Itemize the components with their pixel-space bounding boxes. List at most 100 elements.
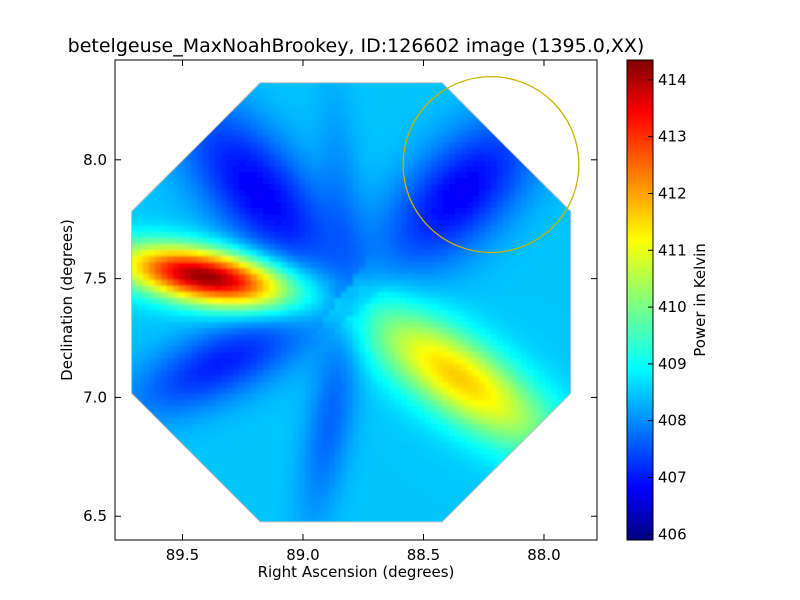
heat-cell — [515, 148, 522, 155]
heat-cell — [347, 370, 354, 377]
heat-cell — [377, 58, 384, 65]
heat-cell — [509, 292, 516, 299]
heat-cell — [503, 64, 510, 71]
heat-cell — [149, 160, 156, 167]
heat-cell — [485, 274, 492, 281]
heat-cell — [503, 94, 510, 101]
heat-cell — [161, 226, 168, 233]
heat-cell — [113, 214, 120, 221]
heat-cell — [425, 130, 432, 137]
heat-cell — [137, 298, 144, 305]
heat-cell — [473, 130, 480, 137]
heat-cell — [221, 232, 228, 239]
heat-cell — [299, 112, 306, 119]
heat-cell — [305, 214, 312, 221]
heat-cell — [383, 382, 390, 389]
heat-cell — [263, 82, 270, 89]
heat-cell — [191, 172, 198, 179]
heat-cell — [305, 100, 312, 107]
heat-cell — [203, 184, 210, 191]
heat-cell — [269, 388, 276, 395]
heat-cell — [197, 286, 204, 293]
heat-cell — [365, 388, 372, 395]
heat-cell — [365, 154, 372, 161]
heat-cell — [221, 124, 228, 131]
heat-cell — [551, 352, 558, 359]
heat-cell — [401, 184, 408, 191]
heat-cell — [233, 160, 240, 167]
heat-cell — [113, 382, 120, 389]
heat-cell — [545, 268, 552, 275]
heat-cell — [143, 220, 150, 227]
heat-cell — [449, 100, 456, 107]
heat-cell — [425, 298, 432, 305]
heat-cell — [131, 328, 138, 335]
heat-cell — [341, 352, 348, 359]
heat-cell — [545, 364, 552, 371]
heat-cell — [305, 262, 312, 269]
heat-cell — [149, 394, 156, 401]
heat-cell — [413, 136, 420, 143]
heat-cell — [299, 130, 306, 137]
heat-cell — [377, 394, 384, 401]
heat-cell — [167, 208, 174, 215]
heat-cell — [443, 220, 450, 227]
heat-cell — [107, 208, 114, 215]
heat-cell — [389, 64, 396, 71]
heat-cell — [485, 196, 492, 203]
heat-cell — [317, 400, 324, 407]
heat-cell — [269, 82, 276, 89]
heat-cell — [341, 250, 348, 257]
heat-cell — [167, 412, 174, 419]
heat-cell — [203, 382, 210, 389]
heat-cell — [587, 202, 594, 209]
heat-cell — [407, 220, 414, 227]
heat-cell — [497, 256, 504, 263]
heat-cell — [431, 238, 438, 245]
heat-cell — [503, 376, 510, 383]
heat-cell — [281, 298, 288, 305]
heat-cell — [287, 358, 294, 365]
heat-cell — [389, 136, 396, 143]
heat-cell — [215, 148, 222, 155]
heat-cell — [251, 118, 258, 125]
heat-cell — [575, 388, 582, 395]
heat-cell — [503, 190, 510, 197]
heat-cell — [557, 328, 564, 335]
heat-cell — [497, 382, 504, 389]
heat-cell — [209, 76, 216, 83]
heat-cell — [257, 64, 264, 71]
heat-cell — [311, 250, 318, 257]
heat-cell — [143, 388, 150, 395]
heat-cell — [359, 178, 366, 185]
heat-cell — [383, 106, 390, 113]
heat-cell — [293, 274, 300, 281]
heat-cell — [359, 118, 366, 125]
heat-cell — [227, 238, 234, 245]
heat-cell — [269, 112, 276, 119]
heat-cell — [593, 124, 600, 131]
heat-cell — [563, 268, 570, 275]
heat-cell — [119, 106, 126, 113]
heat-cell — [311, 412, 318, 419]
heat-cell — [503, 118, 510, 125]
heat-cell — [491, 220, 498, 227]
heat-cell — [215, 412, 222, 419]
heat-cell — [413, 160, 420, 167]
heat-cell — [113, 262, 120, 269]
heat-cell — [377, 370, 384, 377]
heat-cell — [563, 166, 570, 173]
heat-cell — [389, 298, 396, 305]
heat-cell — [179, 256, 186, 263]
heat-cell — [527, 376, 534, 383]
heat-cell — [257, 304, 264, 311]
heat-cell — [287, 232, 294, 239]
heat-cell — [539, 142, 546, 149]
heat-cell — [221, 238, 228, 245]
heat-cell — [227, 322, 234, 329]
heat-cell — [173, 310, 180, 317]
heat-cell — [569, 262, 571, 269]
heat-cell — [329, 106, 336, 113]
heat-cell — [551, 388, 558, 395]
heat-cell — [383, 238, 390, 245]
